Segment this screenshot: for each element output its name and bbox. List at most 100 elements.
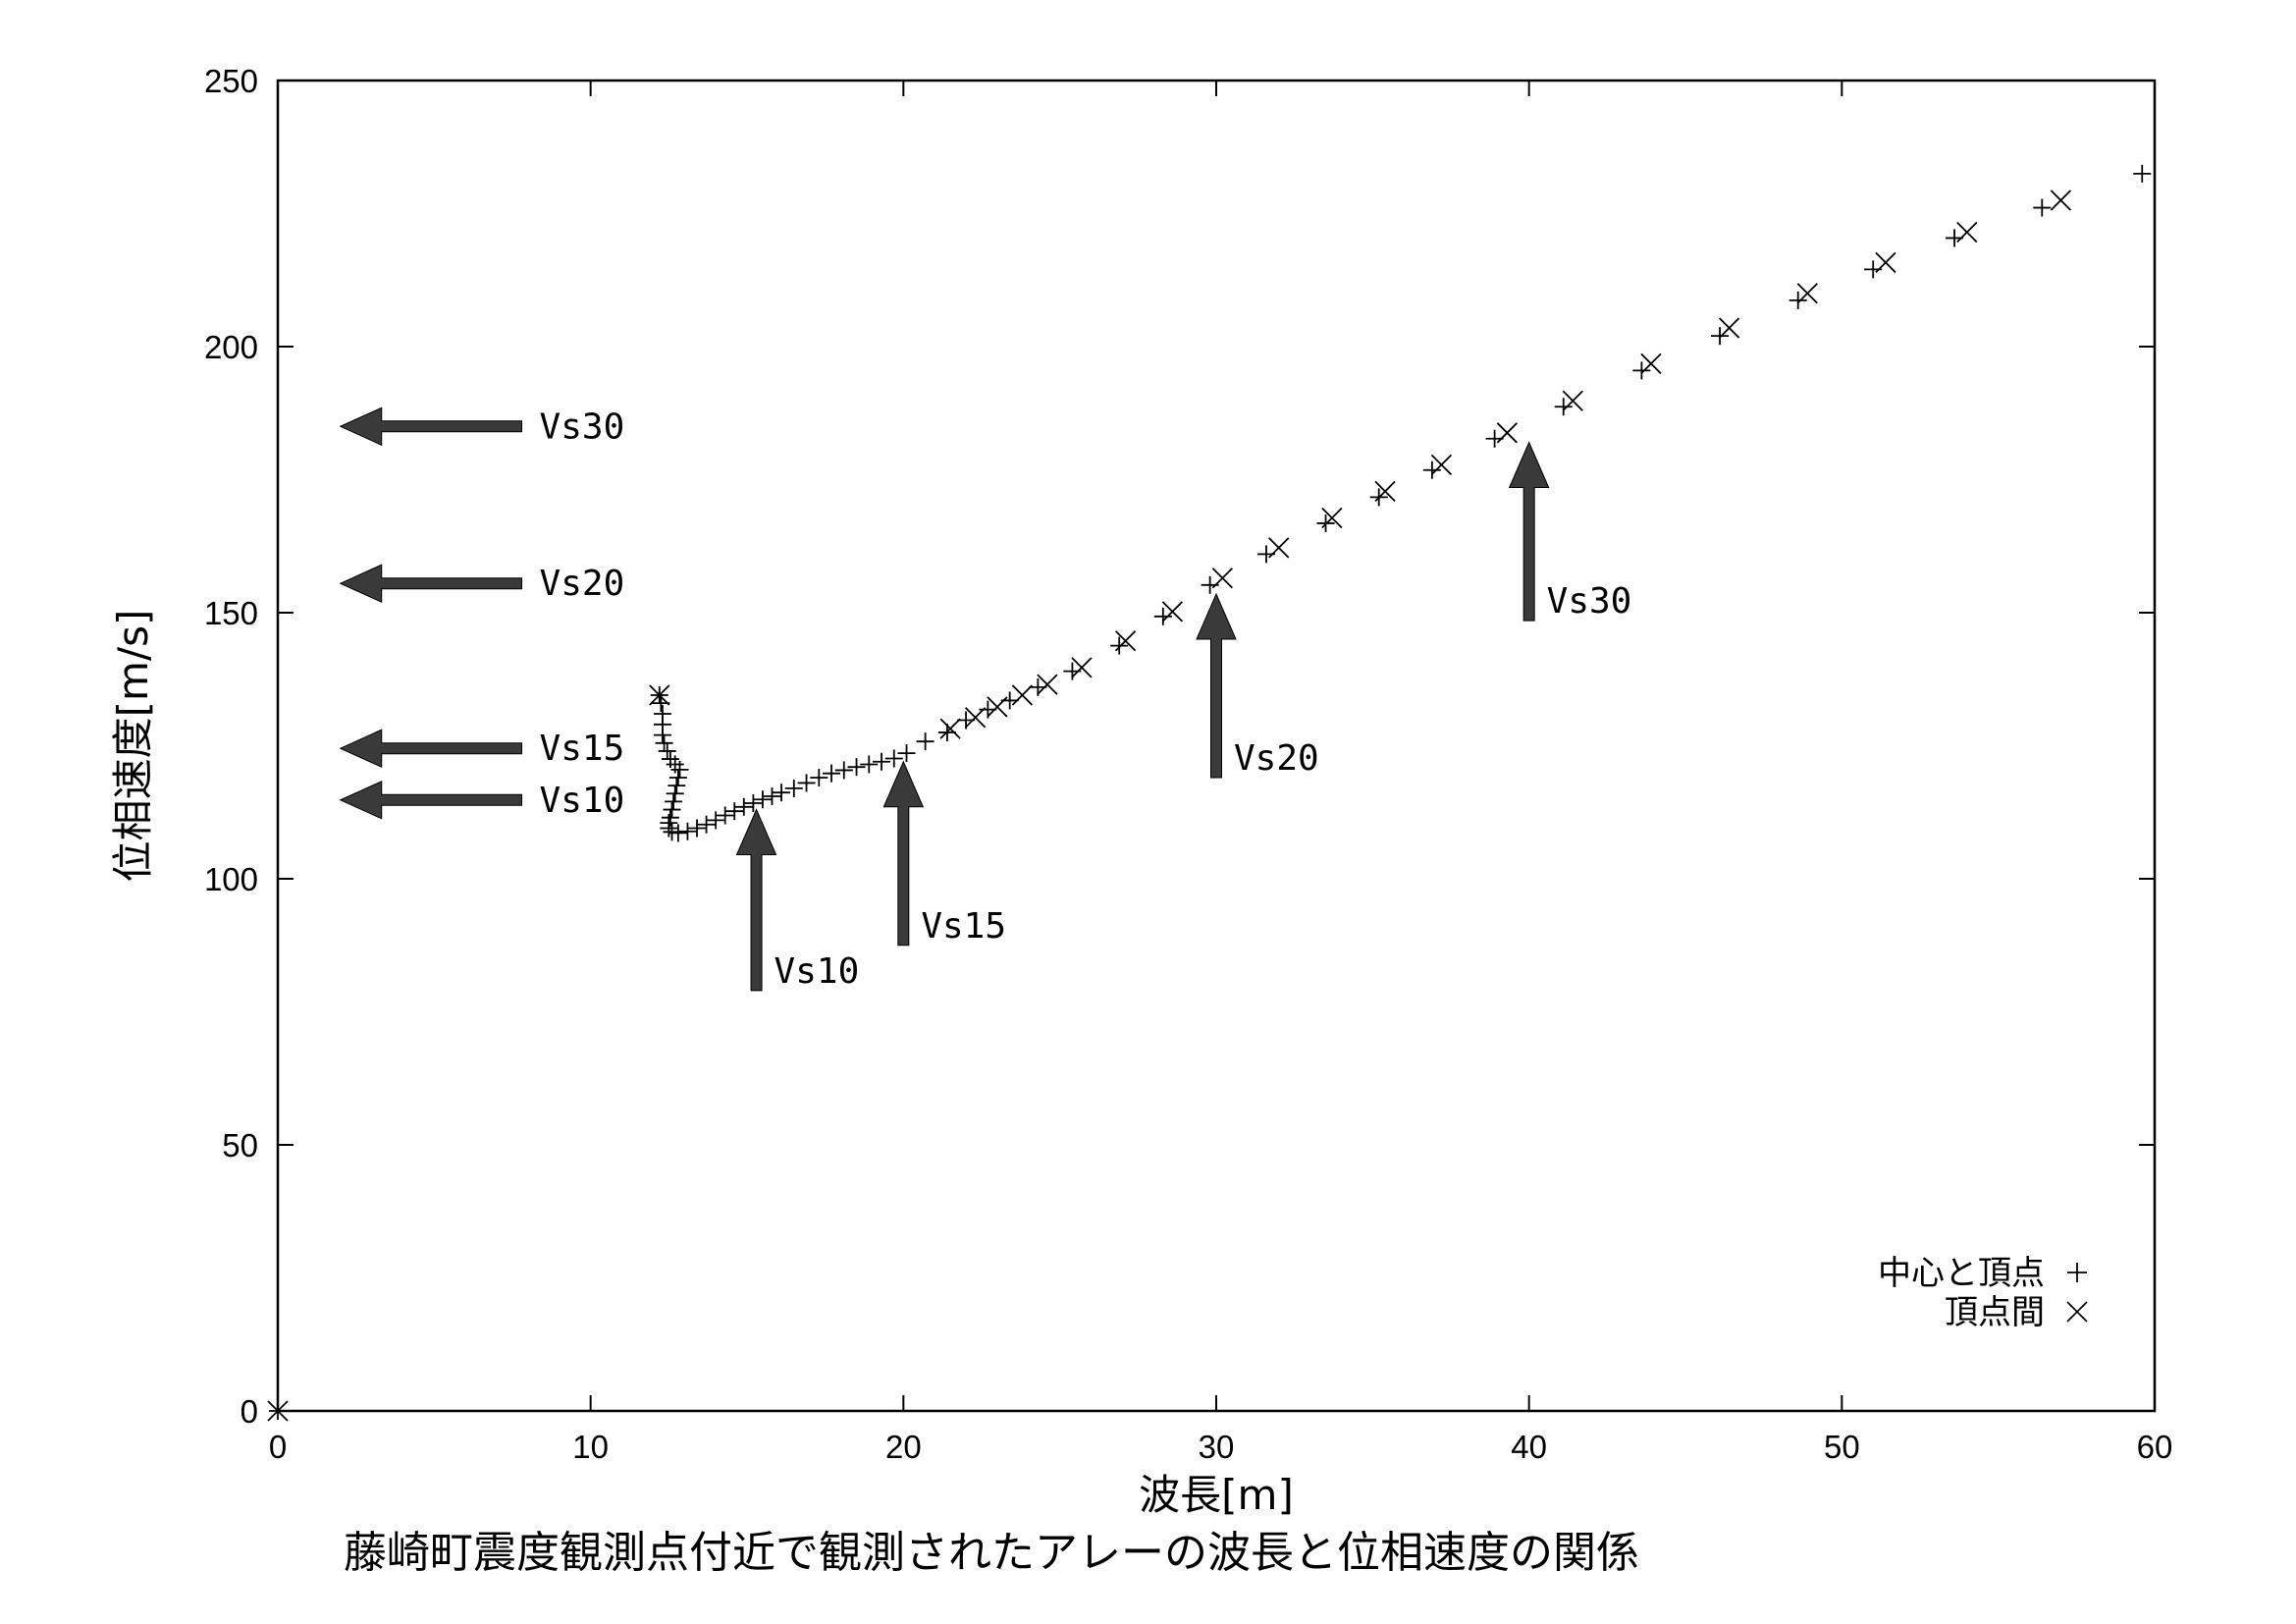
data-point-plus xyxy=(1711,327,1730,346)
data-point-plus xyxy=(663,800,681,819)
data-point-plus xyxy=(897,744,916,763)
data-point-cross xyxy=(1321,507,1343,529)
marker-d2 xyxy=(1640,352,1662,374)
marker-d2 xyxy=(649,684,670,706)
arrow-up xyxy=(1508,441,1550,622)
x-tick-label: 50 xyxy=(1824,1429,1860,1465)
data-point-plus xyxy=(744,794,763,813)
data-point-plus xyxy=(2133,164,2152,183)
series xyxy=(267,164,2152,1422)
data-point-plus xyxy=(667,777,686,795)
data-point-plus xyxy=(873,752,891,771)
data-point-plus xyxy=(753,790,772,809)
data-point-cross xyxy=(1268,537,1290,559)
y-tick-label: 50 xyxy=(222,1127,258,1164)
data-point-plus xyxy=(697,815,716,834)
marker-d2 xyxy=(1268,537,1290,559)
data-point-plus xyxy=(668,824,687,842)
arrow-left xyxy=(339,564,523,603)
annotation-label: Vs30 xyxy=(540,406,625,447)
marker-d2 xyxy=(939,718,961,739)
annotation-label: Vs10 xyxy=(540,781,625,821)
annotation-vs20-left: Vs20 xyxy=(339,564,625,604)
data-point-plus xyxy=(668,769,687,787)
data-point-plus xyxy=(797,774,816,792)
data-point-plus xyxy=(716,806,734,825)
data-point-plus xyxy=(1153,607,1172,625)
data-point-plus xyxy=(658,741,676,760)
data-point-cross xyxy=(987,696,1008,718)
data-point-cross xyxy=(1796,283,1818,304)
data-point-cross xyxy=(1011,684,1034,706)
annotation-label: Vs20 xyxy=(1234,738,1319,779)
marker-d2 xyxy=(1430,454,1453,475)
marker-d2 xyxy=(2050,189,2072,211)
annotation-vs30-left: Vs30 xyxy=(339,406,625,447)
annotation-vs10-up: Vs10 xyxy=(735,808,860,992)
series-2 xyxy=(267,189,2072,1422)
data-point-plus xyxy=(1789,291,1807,309)
legend-entry-1: 中心と頂点 xyxy=(1878,1254,2087,1293)
data-point-plus xyxy=(784,779,803,797)
data-point-cross xyxy=(1496,422,1518,444)
arrow-left xyxy=(339,781,523,820)
data-point-plus xyxy=(884,749,903,768)
y-tick-label: 250 xyxy=(204,63,258,99)
annotation-label: Vs15 xyxy=(540,729,625,769)
arrow-up xyxy=(735,808,777,992)
y-tick-label: 150 xyxy=(204,595,258,631)
data-point-plus xyxy=(665,792,683,811)
data-point-plus xyxy=(823,764,841,783)
x-tick-label: 0 xyxy=(269,1429,287,1465)
data-point-plus xyxy=(1554,398,1573,416)
data-point-cross xyxy=(1211,568,1234,589)
x-tick-label: 10 xyxy=(572,1429,609,1465)
annotation-label: Vs15 xyxy=(921,906,1006,947)
arrow-left xyxy=(339,406,523,447)
data-point-cross xyxy=(1875,251,1896,274)
data-point-plus xyxy=(655,733,673,752)
marker-d2 xyxy=(1875,251,1896,274)
marker-d2 xyxy=(1037,674,1058,695)
data-point-cross xyxy=(267,1400,289,1422)
annotation-label: Vs10 xyxy=(774,951,860,992)
annotation-vs30-up: Vs30 xyxy=(1508,441,1632,622)
annotation-vs20-up: Vs20 xyxy=(1196,592,1319,779)
data-point-cross xyxy=(939,718,961,739)
data-point-plus xyxy=(734,797,753,816)
legend-label: 中心と頂点 xyxy=(1878,1254,2045,1293)
data-point-plus xyxy=(1632,361,1651,380)
data-point-cross xyxy=(2050,189,2072,211)
y-tick-label: 100 xyxy=(204,861,258,897)
data-point-cross xyxy=(964,707,987,729)
x-tick-label: 60 xyxy=(2137,1429,2173,1465)
legend-label: 頂点間 xyxy=(1945,1293,2045,1332)
data-point-plus xyxy=(1110,636,1129,655)
marker-d2 xyxy=(987,696,1008,718)
annotation-label: Vs20 xyxy=(540,564,625,604)
data-point-plus xyxy=(670,760,689,779)
legend-entry-2: 頂点間 xyxy=(1945,1293,2088,1332)
x-tick-label: 40 xyxy=(1511,1429,1547,1465)
data-point-plus xyxy=(847,758,866,777)
data-point-plus xyxy=(666,785,684,803)
data-point-plus xyxy=(678,822,697,840)
marker-d2 xyxy=(1211,568,1234,589)
data-point-plus xyxy=(707,811,725,830)
arrow-up xyxy=(1196,592,1237,779)
data-point-plus xyxy=(725,802,744,821)
marker-d2 xyxy=(1718,317,1740,339)
data-point-cross xyxy=(1718,317,1740,339)
data-point-cross xyxy=(1037,674,1058,695)
data-point-plus xyxy=(660,819,678,838)
data-point-cross xyxy=(1562,390,1583,411)
annotations: Vs30 Vs20 Vs15 Vs10 Vs10 Vs15 Vs20 Vs30 xyxy=(339,406,1632,992)
caption-text: 藤崎町震度観測点付近で観測されたアレーの波長と位相速度の関係 xyxy=(344,1528,1639,1578)
data-point-plus xyxy=(834,761,853,780)
annotation-label: Vs30 xyxy=(1547,581,1632,622)
data-point-cross xyxy=(1114,630,1137,652)
data-point-plus xyxy=(860,755,879,774)
marker-d2 xyxy=(964,707,987,729)
data-point-cross xyxy=(1430,454,1453,475)
